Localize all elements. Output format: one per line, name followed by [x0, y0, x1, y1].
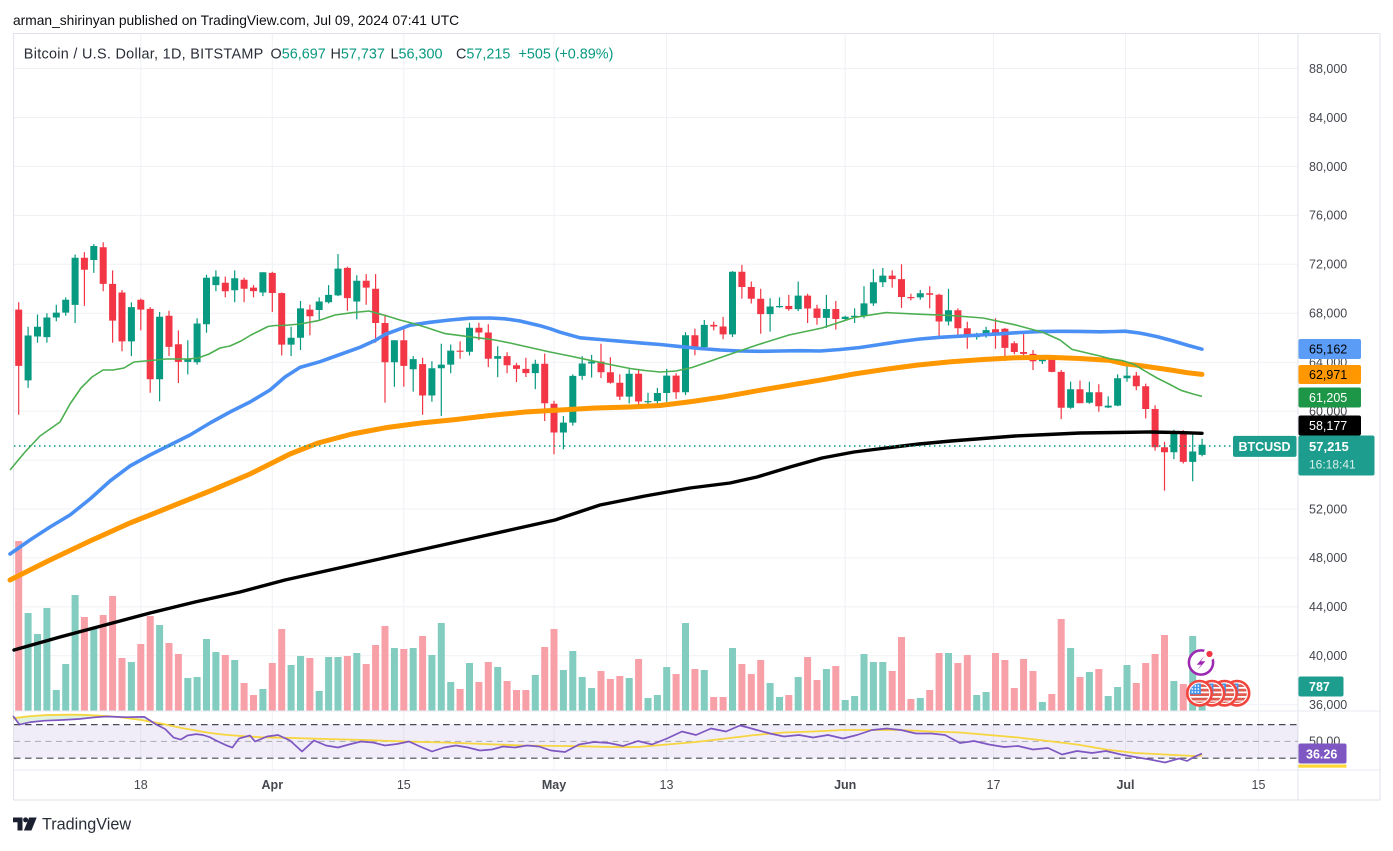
- svg-text:72,000: 72,000: [1309, 258, 1347, 272]
- svg-text:80,000: 80,000: [1309, 160, 1347, 174]
- svg-text:61,205: 61,205: [1309, 391, 1347, 405]
- svg-text:40,000: 40,000: [1309, 649, 1347, 663]
- svg-text:BTCUSD: BTCUSD: [1238, 440, 1290, 454]
- svg-text:arman_shirinyan published on T: arman_shirinyan published on TradingView…: [13, 13, 459, 28]
- svg-text:57,215: 57,215: [1309, 439, 1349, 454]
- svg-text:787: 787: [1309, 680, 1330, 694]
- svg-text:36,000: 36,000: [1309, 698, 1347, 712]
- svg-text:Apr: Apr: [262, 778, 284, 792]
- svg-text:16:18:41: 16:18:41: [1309, 458, 1356, 472]
- svg-text:May: May: [542, 778, 566, 792]
- svg-text:44,000: 44,000: [1309, 600, 1347, 614]
- svg-text:18: 18: [134, 778, 148, 792]
- svg-text:84,000: 84,000: [1309, 111, 1347, 125]
- svg-text:15: 15: [1252, 778, 1266, 792]
- svg-text:36.26: 36.26: [1306, 748, 1337, 762]
- svg-text:17: 17: [987, 778, 1001, 792]
- svg-text:Jul: Jul: [1116, 778, 1134, 792]
- svg-text:62,971: 62,971: [1309, 368, 1347, 382]
- svg-text:15: 15: [397, 778, 411, 792]
- svg-text:88,000: 88,000: [1309, 62, 1347, 76]
- svg-text:76,000: 76,000: [1309, 209, 1347, 223]
- svg-text:Jun: Jun: [834, 778, 856, 792]
- svg-text:60,000: 60,000: [1309, 404, 1347, 418]
- svg-text:48,000: 48,000: [1309, 551, 1347, 565]
- svg-text:68,000: 68,000: [1309, 307, 1347, 321]
- svg-text:Bitcoin / U.S. Dollar, 1D, BIT: Bitcoin / U.S. Dollar, 1D, BITSTAMP: [24, 46, 264, 62]
- svg-text:52,000: 52,000: [1309, 502, 1347, 516]
- svg-text:13: 13: [660, 778, 674, 792]
- svg-text:TradingView: TradingView: [42, 816, 131, 834]
- svg-text:58,177: 58,177: [1309, 419, 1347, 433]
- svg-text:65,162: 65,162: [1309, 342, 1347, 356]
